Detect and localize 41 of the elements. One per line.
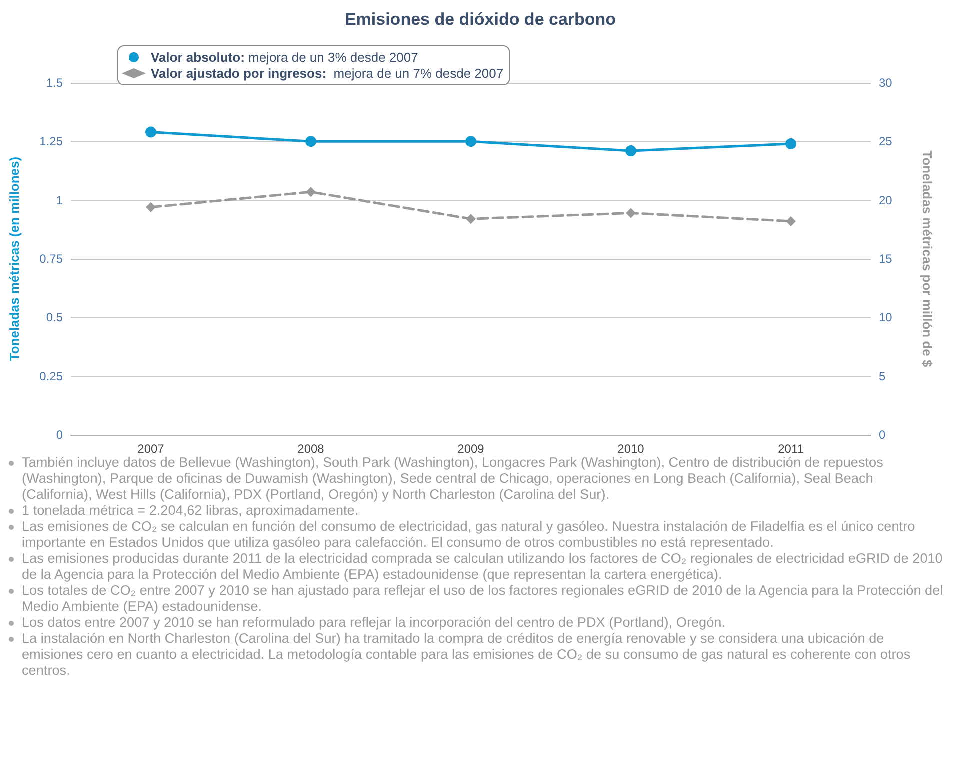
text: Las emisiones de CO₂ se calculan en función del consumo de electricidad, gas natural y gasóleo. Nuestra instalación de Filadelfia es el único centro importante en Estados Unidos que utiliza gasóleo para calefacción. El consumo de otros combustibles no está representado. [22,519,916,551]
point [626,208,636,218]
point [786,138,796,150]
text: Los datos entre 2007 y 2010 se han reformulado para reflejar la incorporación del centro de PDX (Portland), Oregón. [22,615,727,631]
point [306,187,316,198]
y2-tick-label: 25 [879,134,893,149]
y-tick-label: 0.5 [46,310,64,325]
x-tick-label: 2009 [458,442,485,456]
y2-tick-label: 10 [879,310,893,325]
chart-title: Emisiones de dióxido de carbono [344,10,616,29]
text: Los totales de CO₂ entre 2007 y 2010 se han ajustado para reflejar el uso de los factores regionales eGRID de 2010 de la Agencia para la Protección del Medio Ambiente (EPA) estadounidense. [22,583,944,615]
point [466,214,476,224]
x-tick-label: 2007 [138,442,165,456]
text: La instalación en North Charleston (Carolina del Sur) ha tramitado la compra de créditos de energía renovable y se considera una ubicación de emisiones cero en cuanto a electricidad. La metodología contable para las emisiones de CO₂ de su consumo de gas natural es coherente con otros centros. [22,631,912,679]
y2-tick-label: 15 [879,252,893,266]
x-tick-label: 2008 [298,442,325,456]
y-tick-label: 0.25 [40,369,64,384]
y-tick-label: 1.25 [40,134,64,149]
point [786,216,796,226]
text: También incluye datos de Bellevue (Washington), South Park (Washington), Longacres Park (Washington), Centro de distribución de repuestos (Washington), Parque de oficinas de Duwamish (Washington), Sede central de Chicago, operaciones en Long Beach (California), Seal Beach (California), West Hills (California), PDX (Portland, Oregón) y North Charleston (Carolina del Sur). [22,455,884,503]
y-tick-label: 0.75 [40,252,64,266]
point [146,126,156,138]
point [306,136,316,148]
y2-tick-label: 0 [879,428,886,442]
legend-label: Valor absoluto: mejora de un 3% desde 2007 [151,50,418,65]
x-tick-label: 2011 [778,442,804,456]
legend-label: Valor ajustado por ingresos: mejora de un 7% desde 2007 [151,66,504,81]
x-tick-label: 2010 [618,442,645,456]
y2-tick-label: 5 [879,369,886,384]
y-tick-label: 0 [56,428,64,442]
y-axis-title: Toneladas métricas (en millones) [7,156,22,362]
point [146,202,156,212]
text: 1 tonelada métrica = 2.204,62 libras, aproximadamente. [22,503,360,519]
y2-axis-title: Toneladas métricas por millón de $ [920,150,935,368]
y2-tick-label: 30 [879,76,893,90]
point [466,136,476,148]
y2-tick-label: 20 [879,193,893,208]
y-tick-label: 1 [56,193,64,208]
text: Las emisiones producidas durante 2011 de la electricidad comprada se calculan utilizando los factores de CO₂ regionales de electricidad eGRID de 2010 de la Agencia para la Protección del Medio Ambiente (EPA) estadounidense (que representan la cartera energética). [22,551,944,583]
y-tick-label: 1.5 [46,76,64,90]
point [626,146,636,157]
